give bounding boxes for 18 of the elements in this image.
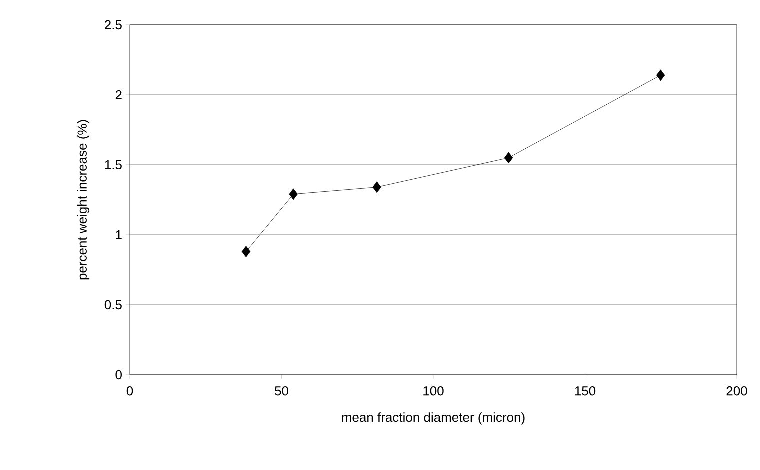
x-tick-label: 150 xyxy=(575,386,596,396)
y-tick-label: 1 xyxy=(116,230,122,240)
y-tick-label: 2 xyxy=(116,90,122,100)
point xyxy=(289,188,298,200)
x-tick-label: 0 xyxy=(126,386,134,396)
y-axis-title: percent weight increase (%) xyxy=(77,120,90,280)
point xyxy=(242,246,251,258)
y-tick-label: 0 xyxy=(116,370,122,380)
x-tick-label: 200 xyxy=(726,386,748,396)
y-tick-label: 2.5 xyxy=(105,20,122,30)
x-axis-title: mean fraction diameter (micron) xyxy=(342,412,525,425)
x-tick-label: 100 xyxy=(424,386,444,396)
y-tick-label: 0.5 xyxy=(104,300,122,310)
y-tick-label: 1.5 xyxy=(105,160,122,170)
x-tick-label: 50 xyxy=(275,386,288,396)
point xyxy=(504,152,514,164)
point xyxy=(656,70,666,82)
point xyxy=(372,182,382,194)
